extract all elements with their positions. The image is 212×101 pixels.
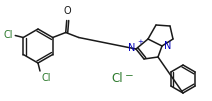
Text: N: N	[128, 43, 135, 53]
Text: Cl: Cl	[41, 73, 50, 83]
Text: Cl: Cl	[111, 73, 123, 86]
Text: +: +	[137, 39, 143, 45]
Text: O: O	[64, 6, 71, 16]
Text: −: −	[125, 71, 134, 81]
Text: Cl: Cl	[4, 31, 13, 41]
Text: N: N	[164, 41, 171, 51]
